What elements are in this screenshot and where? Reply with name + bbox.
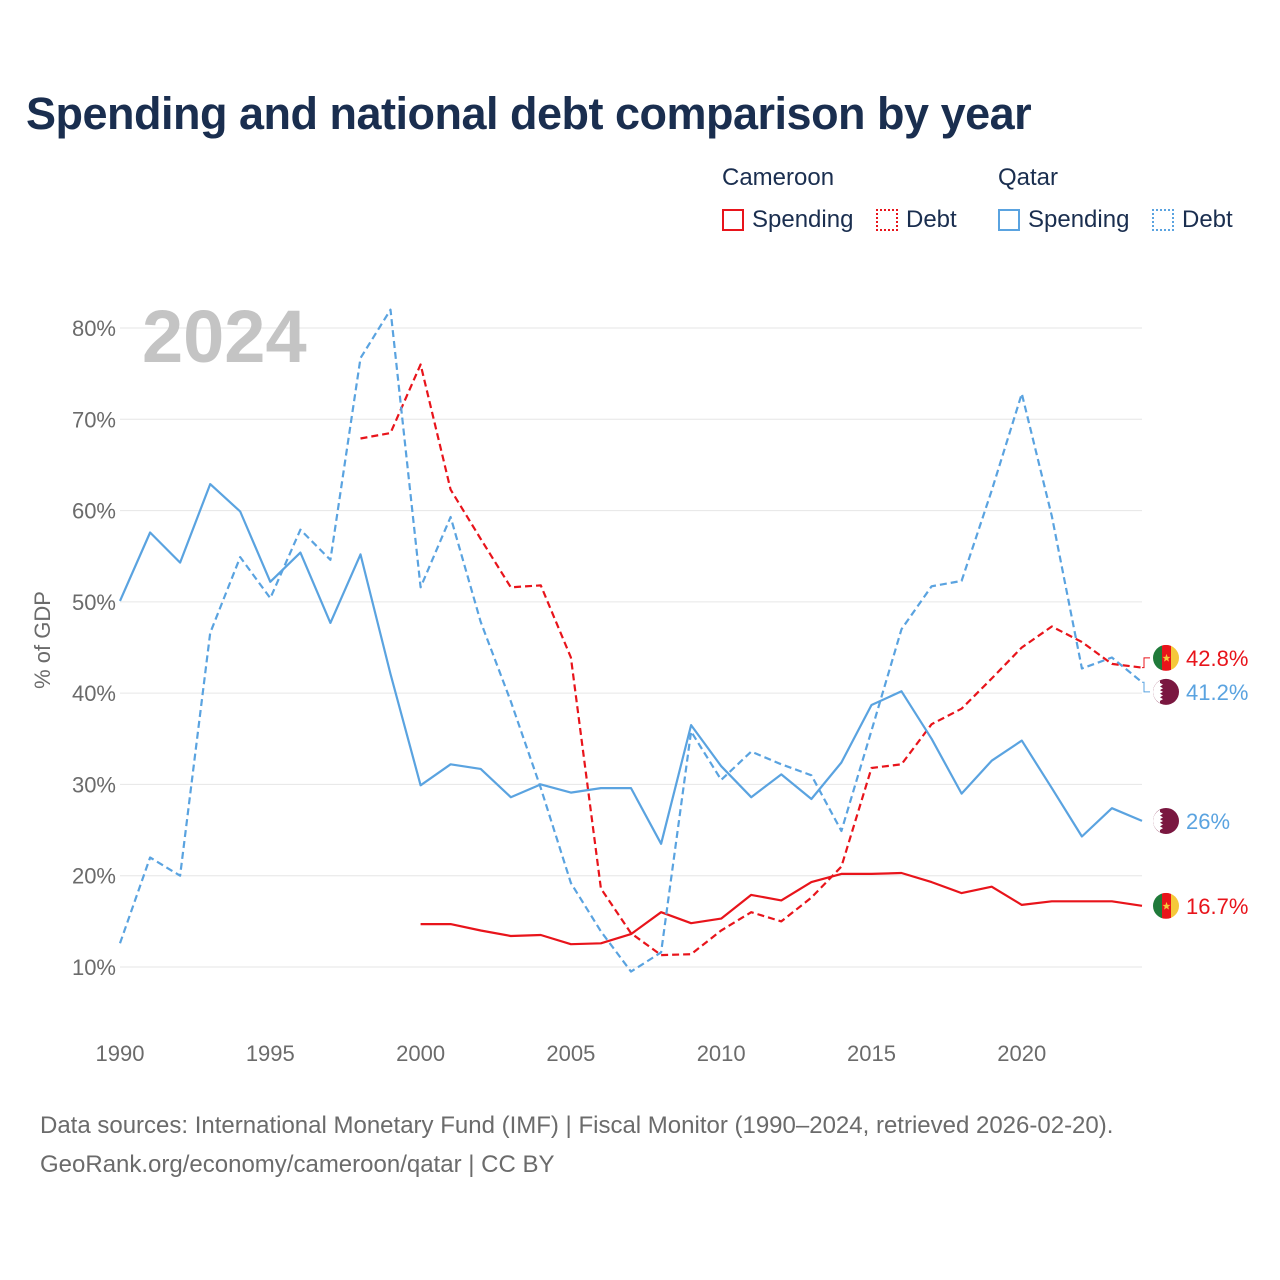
qatar-flag-icon bbox=[1153, 678, 1179, 705]
qatar-flag-icon bbox=[1153, 807, 1179, 834]
y-tick-label: 40% bbox=[72, 681, 116, 706]
y-tick-label: 70% bbox=[72, 407, 116, 432]
x-tick-label: 2005 bbox=[546, 1041, 595, 1066]
y-tick-label: 30% bbox=[72, 772, 116, 797]
legend-swatch-dotted bbox=[876, 209, 898, 231]
series-line-cameroon-debt[interactable] bbox=[360, 363, 1143, 957]
x-tick-label: 2015 bbox=[847, 1041, 896, 1066]
x-tick-label: 1990 bbox=[96, 1041, 145, 1066]
legend-item-qatar-spending[interactable]: Spending bbox=[998, 206, 1129, 234]
year-watermark: 2024 bbox=[142, 295, 307, 378]
y-axis-label: % of GDP bbox=[30, 591, 55, 689]
cameroon-flag-icon bbox=[1153, 644, 1179, 671]
end-label-cameroon-debt: 42.8% bbox=[1186, 646, 1248, 671]
gridlines bbox=[120, 327, 1142, 968]
x-axis-ticks: 1990 1995 2000 2005 2010 2015 2020 bbox=[96, 1041, 1047, 1066]
end-label-qatar-spending: 26% bbox=[1186, 809, 1230, 834]
y-tick-label: 50% bbox=[72, 590, 116, 615]
legend-label: Debt bbox=[906, 206, 957, 233]
series-line-cameroon-spending[interactable] bbox=[420, 871, 1143, 946]
series-line-qatar-debt[interactable] bbox=[118, 308, 1143, 973]
y-axis-ticks: 10% 20% 30% 40% 50% 60% 70% 80% bbox=[72, 316, 116, 980]
legend-swatch-solid bbox=[998, 209, 1020, 231]
x-tick-label: 2010 bbox=[697, 1041, 746, 1066]
line-chart: 2024 10% 20% 30% 40% 50% 60% 70% 80% 1990 1995 20… bbox=[30, 295, 1248, 1066]
leader-line-cameroon-debt bbox=[1142, 657, 1150, 669]
legend-label: Spending bbox=[752, 206, 854, 233]
y-tick-label: 20% bbox=[72, 864, 116, 889]
legend-group-title-qatar: Qatar bbox=[998, 164, 1059, 191]
legend-swatch-solid bbox=[722, 209, 744, 231]
legend-label: Spending bbox=[1028, 206, 1130, 233]
x-tick-label: 2000 bbox=[396, 1041, 445, 1066]
legend-swatch-dotted bbox=[1152, 209, 1174, 231]
y-tick-label: 80% bbox=[72, 316, 116, 341]
series-group bbox=[118, 308, 1143, 973]
sources-line-1: Data sources: International Monetary Fun… bbox=[40, 1112, 1114, 1139]
x-tick-label: 1995 bbox=[246, 1041, 295, 1066]
data-sources: Data sources: International Monetary Fun… bbox=[40, 1106, 1113, 1184]
legend-item-cameroon-debt[interactable]: Debt bbox=[876, 206, 957, 234]
cameroon-flag-icon bbox=[1153, 892, 1179, 919]
y-tick-label: 60% bbox=[72, 499, 116, 524]
end-label-qatar-debt: 41.2% bbox=[1186, 680, 1248, 705]
end-markers: 42.8% 41.2% 26% 16.7% bbox=[1142, 644, 1248, 919]
legend-item-qatar-debt[interactable]: Debt bbox=[1152, 206, 1233, 234]
end-label-cameroon-spending: 16.7% bbox=[1186, 894, 1248, 919]
sources-line-2: GeoRank.org/economy/cameroon/qatar | CC … bbox=[40, 1151, 555, 1178]
legend-item-cameroon-spending[interactable]: Spending bbox=[722, 206, 853, 234]
y-tick-label: 10% bbox=[72, 955, 116, 980]
leader-line-qatar-debt bbox=[1142, 681, 1150, 693]
series-line-qatar-spending[interactable] bbox=[118, 483, 1143, 845]
x-tick-label: 2020 bbox=[997, 1041, 1046, 1066]
chart-title: Spending and national debt comparison by… bbox=[26, 88, 1032, 139]
legend-label: Debt bbox=[1182, 206, 1233, 233]
legend-group-title-cameroon: Cameroon bbox=[722, 164, 835, 191]
